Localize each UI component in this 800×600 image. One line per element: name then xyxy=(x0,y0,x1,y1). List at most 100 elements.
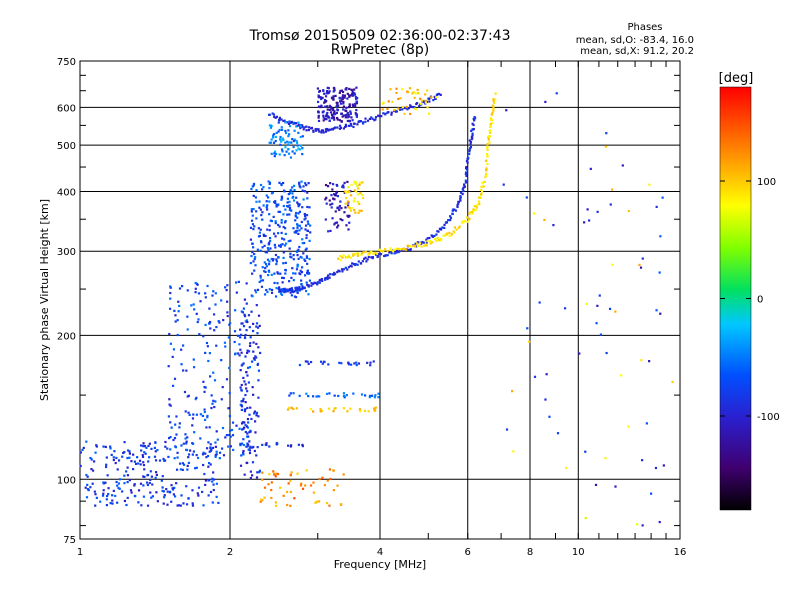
echo-point xyxy=(333,223,336,226)
echo-point xyxy=(262,234,266,238)
echo-point xyxy=(662,464,665,467)
echo-point xyxy=(241,421,245,424)
echo-point xyxy=(201,414,205,418)
echo-point xyxy=(252,350,255,353)
echo-point xyxy=(94,493,97,496)
echo-point xyxy=(302,128,305,131)
echo-point xyxy=(256,326,260,329)
echo-point xyxy=(301,135,304,138)
echo-point xyxy=(415,102,419,105)
echo-point xyxy=(563,307,567,310)
echo-point xyxy=(336,207,339,210)
echo-point xyxy=(614,485,617,488)
echo-point xyxy=(283,189,286,192)
echo-point xyxy=(307,293,310,296)
echo-point xyxy=(349,194,353,197)
echo-point xyxy=(280,198,283,201)
echo-point xyxy=(347,255,350,258)
echo-point xyxy=(338,361,341,364)
echo-point xyxy=(202,380,205,383)
echo-point xyxy=(552,224,555,227)
echo-point xyxy=(341,96,344,99)
echo-point xyxy=(332,98,335,101)
echo-point xyxy=(361,193,364,197)
echo-point xyxy=(304,228,307,231)
echo-point xyxy=(290,209,293,212)
echo-point xyxy=(175,433,178,436)
echo-point xyxy=(300,283,303,286)
echo-point xyxy=(449,218,452,222)
echo-point xyxy=(319,360,323,363)
echo-point xyxy=(347,228,350,231)
echo-point xyxy=(191,417,195,420)
echo-point xyxy=(168,403,171,406)
echo-point xyxy=(487,136,490,139)
echo-point xyxy=(173,495,177,498)
echo-point xyxy=(468,139,471,142)
echo-point xyxy=(156,448,159,452)
echo-point xyxy=(301,206,304,209)
echo-point xyxy=(331,273,334,276)
echo-point xyxy=(105,456,108,459)
stats-line-o: mean, sd,O: -83.4, 16.0 xyxy=(576,35,694,46)
echo-point xyxy=(226,300,229,303)
echo-point xyxy=(301,189,304,192)
echo-point xyxy=(329,111,333,114)
echo-point xyxy=(627,425,630,428)
echo-point xyxy=(139,444,143,447)
echo-point xyxy=(287,482,290,485)
echo-point xyxy=(209,447,212,450)
echo-point xyxy=(283,119,286,122)
echo-point xyxy=(297,248,300,251)
echo-point xyxy=(360,253,363,256)
echo-point xyxy=(180,348,183,351)
echo-point xyxy=(458,225,461,228)
echo-point xyxy=(324,278,327,281)
echo-point xyxy=(293,295,297,298)
echo-point xyxy=(459,199,462,202)
echo-point xyxy=(101,494,105,497)
echo-point xyxy=(211,402,214,405)
echo-point xyxy=(395,91,398,94)
echo-point xyxy=(292,392,295,395)
echo-point xyxy=(468,212,471,215)
echo-point xyxy=(335,101,338,104)
echo-point xyxy=(251,295,254,298)
echo-point xyxy=(109,502,112,505)
echo-point xyxy=(254,291,258,294)
echo-point xyxy=(318,477,321,481)
echo-point xyxy=(288,120,291,123)
echo-point xyxy=(296,223,299,226)
echo-point xyxy=(142,464,146,467)
echo-point xyxy=(424,93,427,96)
echo-point xyxy=(126,474,130,477)
echo-point xyxy=(366,361,369,364)
echo-point xyxy=(639,266,643,269)
echo-point xyxy=(203,390,206,393)
echo-point xyxy=(459,191,463,194)
echo-point xyxy=(432,98,435,102)
echo-point xyxy=(175,415,178,418)
echo-point xyxy=(280,231,283,235)
echo-point xyxy=(302,241,306,245)
echo-point xyxy=(284,288,287,291)
echo-point xyxy=(309,484,313,487)
chart-subtitle: RwPretec (8p) xyxy=(331,42,429,58)
echo-point xyxy=(330,117,333,120)
echo-point xyxy=(225,378,229,381)
echo-point xyxy=(302,198,305,201)
echo-point xyxy=(116,468,119,471)
echo-point xyxy=(412,90,415,94)
echo-point xyxy=(270,192,274,195)
echo-point xyxy=(305,183,308,187)
echo-point xyxy=(340,89,344,92)
echo-point xyxy=(468,152,471,156)
echo-point xyxy=(345,224,348,227)
echo-point xyxy=(258,231,262,234)
echo-point xyxy=(324,117,327,121)
echo-point xyxy=(179,468,182,471)
echo-point xyxy=(370,116,373,119)
echo-point xyxy=(247,314,251,317)
echo-point xyxy=(212,483,215,486)
